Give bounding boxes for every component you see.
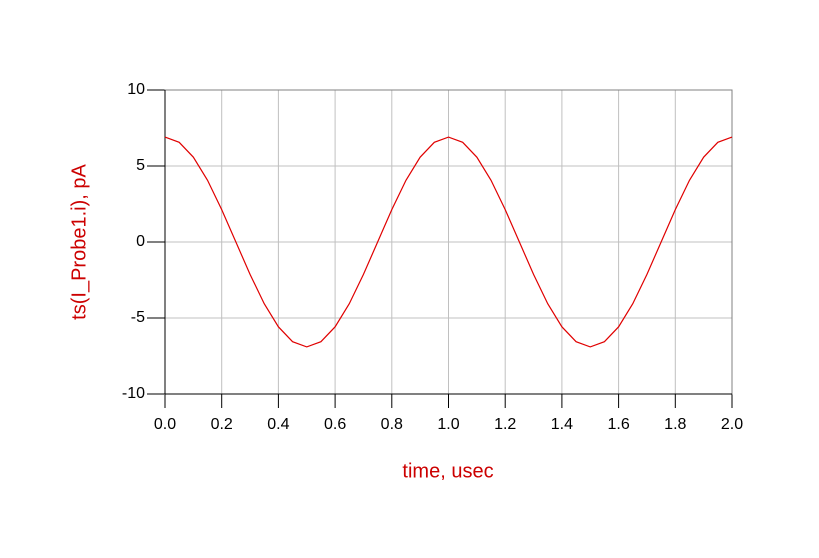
x-tick-label: 0.6 bbox=[324, 416, 346, 433]
x-tick-label: 1.8 bbox=[664, 416, 686, 433]
x-tick-label: 0.0 bbox=[154, 416, 176, 433]
y-tick-label: -5 bbox=[131, 309, 145, 326]
x-tick-label: 0.8 bbox=[381, 416, 403, 433]
x-tick-label: 0.4 bbox=[267, 416, 289, 433]
x-tick-label: 1.6 bbox=[607, 416, 629, 433]
y-tick-label: 10 bbox=[127, 81, 145, 98]
x-tick-label: 1.2 bbox=[494, 416, 516, 433]
x-tick-label: 0.2 bbox=[211, 416, 233, 433]
x-tick-label: 1.4 bbox=[551, 416, 573, 433]
y-tick-label: 5 bbox=[136, 157, 145, 174]
y-tick-label: -10 bbox=[122, 385, 145, 402]
x-axis-title: time, usec bbox=[402, 460, 493, 482]
x-tick-label: 2.0 bbox=[721, 416, 743, 433]
y-axis-title: ts(I_Probe1.i), pA bbox=[68, 164, 90, 320]
y-tick-label: 0 bbox=[136, 233, 145, 250]
x-tick-label: 1.0 bbox=[437, 416, 459, 433]
data-line bbox=[164, 136, 733, 348]
